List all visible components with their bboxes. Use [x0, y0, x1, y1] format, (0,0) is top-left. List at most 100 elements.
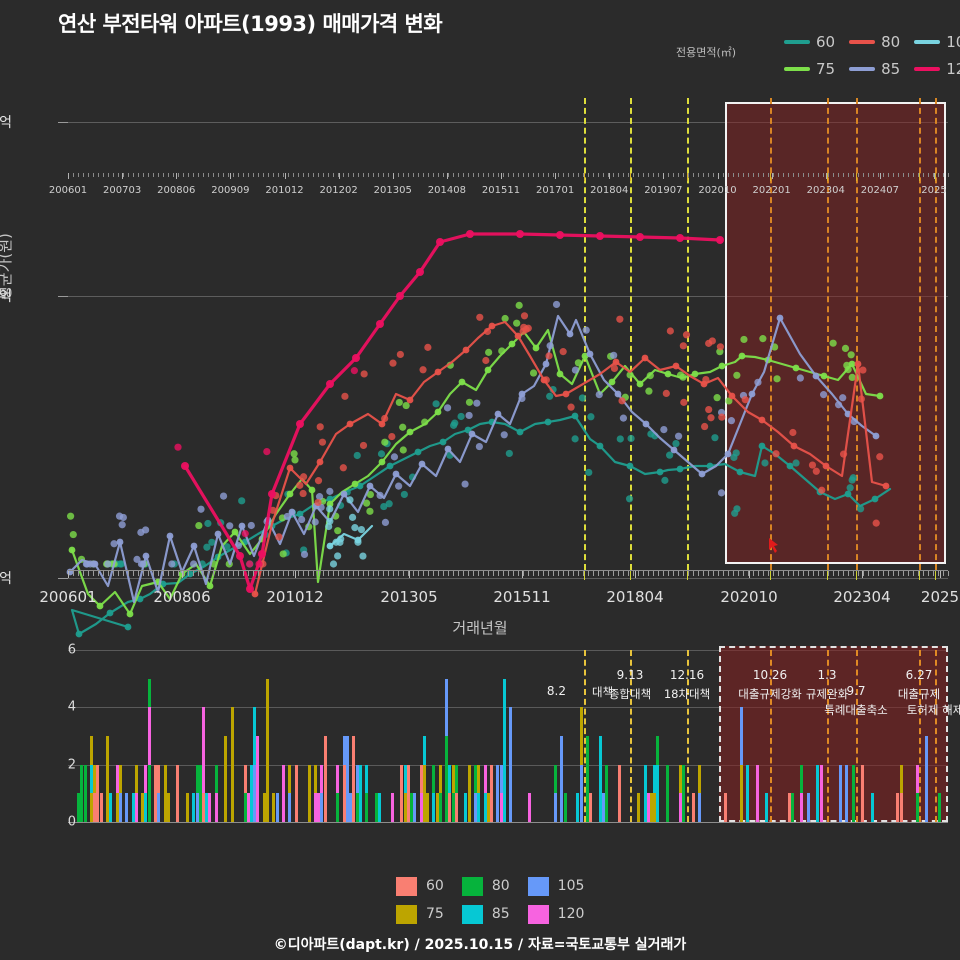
price-scatter-point	[718, 413, 726, 421]
volume-x-tick-label: 202010	[698, 185, 737, 196]
volume-x-minor-tick	[143, 173, 144, 177]
price-x-tick-label: 200806	[153, 588, 211, 606]
volume-bar	[419, 793, 423, 822]
volume-bar	[400, 764, 404, 822]
top-legend: 전용면적(㎡) 60 80 105 75 85 120	[676, 28, 960, 82]
volume-bar	[666, 764, 669, 794]
bottom-legend-item-120[interactable]: 120	[527, 904, 584, 924]
bottom-legend-item-75[interactable]: 75	[396, 904, 444, 924]
volume-bar	[790, 793, 794, 822]
price-scatter-point	[761, 459, 769, 467]
volume-x-minor-tick	[358, 173, 359, 177]
price-scatter-point	[725, 397, 733, 405]
volume-x-minor-tick	[228, 173, 229, 177]
price-data-point	[468, 430, 476, 438]
price-scatter-point	[627, 434, 635, 443]
volume-x-minor-tick	[133, 173, 134, 177]
price-scatter-point	[275, 533, 283, 541]
price-x-minor-tick	[668, 571, 669, 576]
price-scatter-point	[432, 400, 440, 408]
top-legend-item-105[interactable]: 105	[914, 33, 960, 51]
price-x-minor-tick	[388, 571, 389, 576]
volume-bar	[115, 764, 119, 794]
volume-bar	[509, 707, 513, 822]
price-scatter-point	[390, 453, 399, 461]
bottom-legend-label: 60	[426, 878, 444, 894]
volume-bar	[656, 764, 660, 822]
price-x-minor-tick	[158, 571, 159, 576]
legend-line-icon	[784, 66, 810, 71]
price-x-minor-tick	[538, 571, 539, 576]
top-legend-item-120[interactable]: 120	[914, 60, 960, 78]
price-scatter-point	[351, 524, 359, 532]
price-data-point	[812, 372, 820, 380]
bottom-legend-item-80[interactable]: 80	[461, 876, 510, 896]
price-data-point	[268, 490, 276, 498]
price-scatter-point	[291, 456, 299, 464]
price-data-point	[776, 314, 784, 322]
price-x-minor-tick	[168, 571, 169, 576]
volume-bar	[288, 793, 292, 822]
volume-x-minor-tick	[573, 173, 574, 177]
volume-x-minor-tick	[733, 173, 734, 177]
volume-x-minor-tick	[218, 173, 219, 177]
volume-bar	[355, 793, 359, 822]
price-scatter-point	[674, 432, 683, 440]
event-label-6.27: 대출규제	[897, 687, 941, 701]
volume-bar	[352, 764, 356, 822]
price-data-point	[436, 238, 444, 246]
top-legend-item-80[interactable]: 80	[849, 33, 900, 51]
volume-bar	[560, 736, 564, 822]
price-event-line-8.2	[584, 98, 586, 570]
price-x-minor-tick	[613, 571, 614, 576]
volume-x-minor-tick	[753, 173, 754, 177]
volume-x-minor-tick	[243, 173, 244, 177]
price-scatter-point	[247, 521, 255, 530]
price-scatter-point	[366, 507, 374, 515]
price-scatter-point	[419, 366, 427, 374]
bottom-legend-item-105[interactable]: 105	[527, 876, 585, 896]
volume-x-minor-tick	[178, 173, 179, 177]
volume-x-tick-label: 201202	[319, 185, 358, 196]
price-data-point	[434, 408, 442, 416]
volume-bar	[147, 764, 151, 822]
volume-bar	[176, 793, 180, 822]
legend-line-icon	[914, 66, 941, 71]
volume-x-minor-tick	[903, 173, 904, 177]
volume-x-minor-tick	[173, 173, 174, 177]
volume-bar	[410, 793, 413, 822]
volume-x-event-tick	[935, 173, 936, 181]
price-data-point	[556, 370, 564, 378]
price-x-minor-tick	[678, 571, 679, 576]
legend-line-icon	[914, 39, 941, 44]
price-x-minor-tick	[753, 571, 754, 576]
volume-x-minor-tick	[628, 173, 629, 177]
price-x-minor-tick	[98, 571, 99, 576]
price-y-tick-label: 1억	[0, 571, 12, 587]
price-scatter-point	[473, 399, 481, 407]
price-x-minor-tick	[943, 571, 944, 576]
bottom-legend-label: 105	[557, 878, 585, 894]
top-legend-item-60[interactable]: 60	[784, 33, 835, 51]
volume-bar	[851, 764, 855, 822]
bottom-legend-item-60[interactable]: 60	[396, 876, 444, 896]
price-scatter-point	[341, 392, 349, 400]
bottom-legend-item-85[interactable]: 85	[461, 904, 510, 924]
volume-bar	[646, 793, 650, 822]
volume-x-tick-label: 200601	[48, 185, 88, 196]
price-x-axis-line	[68, 570, 948, 571]
price-data-point	[691, 370, 699, 378]
top-legend-item-75[interactable]: 75	[784, 60, 835, 78]
price-x-minor-tick	[143, 571, 144, 576]
price-x-minor-tick	[138, 571, 139, 576]
price-x-minor-tick	[448, 571, 449, 576]
price-scatter-point	[857, 395, 865, 403]
volume-x-minor-tick	[688, 173, 689, 177]
volume-x-minor-tick	[583, 173, 584, 177]
top-legend-item-85[interactable]: 85	[849, 60, 900, 78]
price-data-point	[636, 380, 644, 388]
price-scatter-point	[485, 348, 493, 356]
price-x-minor-tick	[683, 571, 684, 576]
price-scatter-point	[618, 397, 626, 405]
legend-swatch-icon	[461, 904, 483, 924]
